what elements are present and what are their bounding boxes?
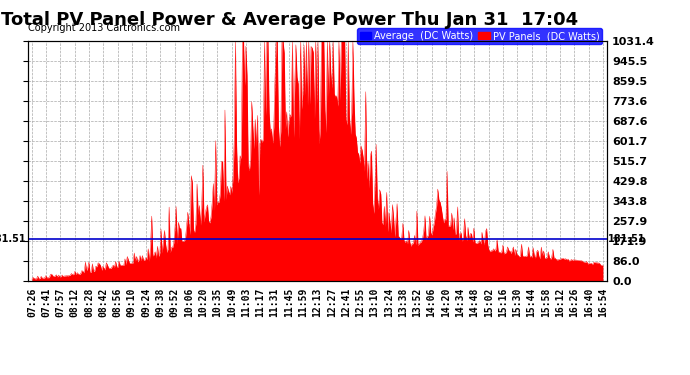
Text: 181.51: 181.51: [609, 234, 646, 244]
Text: Copyright 2013 Cartronics.com: Copyright 2013 Cartronics.com: [28, 23, 180, 33]
Legend: Average  (DC Watts), PV Panels  (DC Watts): Average (DC Watts), PV Panels (DC Watts): [357, 28, 602, 44]
Text: 181.51: 181.51: [0, 234, 26, 244]
Text: Total PV Panel Power & Average Power Thu Jan 31  17:04: Total PV Panel Power & Average Power Thu…: [1, 11, 578, 29]
